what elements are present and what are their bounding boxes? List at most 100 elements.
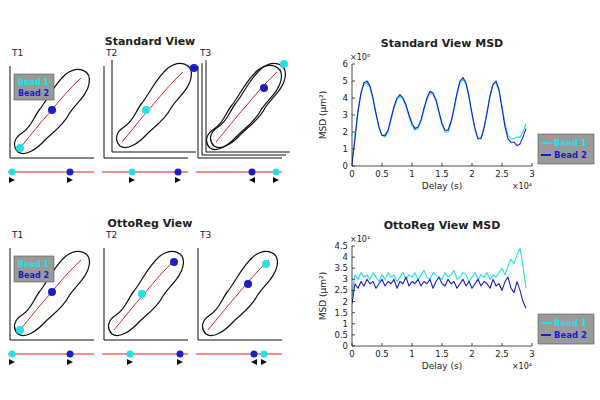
legend-label: Bead 1 [554, 138, 587, 148]
legend-label: Bead 1 [18, 260, 49, 269]
legend-swatch [541, 142, 551, 144]
legend: Bead 1Bead 2 [538, 314, 594, 344]
x-tick [532, 343, 533, 346]
x-tick-label: 1.5 [435, 349, 449, 359]
cell [211, 63, 286, 147]
cell-outline [117, 63, 192, 147]
strip-bead [249, 169, 256, 176]
panel: T2 [102, 230, 188, 365]
x-tick-label: 1.5 [435, 169, 449, 179]
legend-box [14, 256, 54, 282]
y-tick-label: 2 [343, 127, 348, 137]
y-tick [352, 346, 355, 347]
y-tick-label: 0.5 [334, 330, 348, 340]
legend-label: Bead 2 [18, 271, 49, 280]
strip-arrow [9, 177, 15, 183]
plot-lines [352, 248, 526, 308]
strip-arrow [127, 359, 133, 365]
strip-arrow [175, 177, 181, 183]
y-tick [352, 64, 355, 65]
bead [190, 64, 198, 72]
strip-bead [251, 351, 258, 358]
y-tick [352, 334, 355, 335]
legend-box [538, 314, 594, 344]
cell-axis-line [122, 72, 183, 142]
cell-axis-line [114, 260, 175, 330]
panel: T2 [102, 48, 198, 183]
y-tick [352, 268, 355, 269]
strip-line [102, 353, 188, 354]
panel-label: T3 [199, 48, 211, 58]
legend-label: Bead 2 [18, 89, 49, 98]
cell [117, 63, 192, 147]
panel: T1Bead 1Bead 2 [8, 48, 94, 183]
series-line [352, 248, 526, 295]
legend-swatch [541, 334, 551, 336]
strip-bead [127, 351, 134, 358]
y-tick [352, 166, 355, 167]
legend-label: Bead 2 [554, 150, 587, 160]
panel: T1Bead 1Bead 2 [8, 230, 94, 365]
strip-line [196, 353, 282, 354]
beads [16, 106, 56, 152]
bead [16, 326, 24, 334]
strip-arrow [261, 359, 267, 365]
cell-outline [15, 69, 90, 153]
x-tick-label: 2.5 [495, 169, 509, 179]
y-axis-title: MSD (μm²) [318, 91, 328, 139]
x-tick-label: 1 [409, 349, 414, 359]
x-tick-label: 0 [349, 349, 354, 359]
y-tick [352, 257, 355, 258]
x-tick-label: 3 [529, 349, 534, 359]
bead [16, 144, 24, 152]
x-tick [382, 163, 383, 166]
x-tick-label: 2 [469, 349, 474, 359]
strip-arrow [129, 177, 135, 183]
legend-box [14, 74, 54, 100]
strip-bead [273, 169, 280, 176]
background [0, 0, 600, 400]
x-tick-label: 1 [409, 169, 414, 179]
panel-label: T2 [105, 230, 117, 240]
cell-axis-line [208, 260, 269, 330]
cell-outline [203, 251, 278, 335]
cell [207, 65, 282, 149]
bead [280, 60, 288, 68]
y-tick-label: 4.5 [334, 241, 348, 251]
y-tick [352, 323, 355, 324]
legend-box [538, 134, 594, 164]
x-exponent: ×10⁴ [512, 182, 532, 191]
y-exponent: ×10¹ [350, 235, 370, 244]
x-tick [352, 343, 353, 346]
y-tick-label: 3 [343, 110, 348, 120]
beads [260, 60, 288, 92]
panel: T3 [196, 230, 282, 365]
panel-axes [104, 66, 188, 158]
x-tick [442, 163, 443, 166]
legend-swatch [541, 154, 551, 156]
chart: Standard View MSD012345600.511.522.53Del… [318, 37, 594, 191]
x-tick [502, 163, 503, 166]
diagram: Standard View T1Bead 1Bead 2T2T3 [8, 35, 290, 183]
panel-label: T1 [11, 48, 23, 58]
y-axis [352, 246, 353, 346]
x-tick [532, 163, 533, 166]
panel-axes [198, 66, 282, 158]
bead [48, 106, 56, 114]
y-tick [352, 312, 355, 313]
strip-line [8, 353, 94, 354]
y-tick-label: 5 [343, 76, 348, 86]
y-tick-label: 0 [343, 341, 348, 351]
diagram-title: Standard View [105, 35, 196, 48]
x-tick-label: 2.5 [495, 349, 509, 359]
beads [16, 288, 56, 334]
cell [109, 251, 184, 335]
y-tick [352, 132, 355, 133]
y-tick-label: 3 [343, 274, 348, 284]
bead [142, 106, 150, 114]
panel: T3 [196, 48, 290, 183]
figure: Standard View MSD012345600.511.522.53Del… [0, 0, 600, 400]
diagram-legend: Bead 1 Bead 2 [14, 256, 54, 282]
cell-outline [207, 65, 282, 149]
strip-arrow [9, 359, 15, 365]
